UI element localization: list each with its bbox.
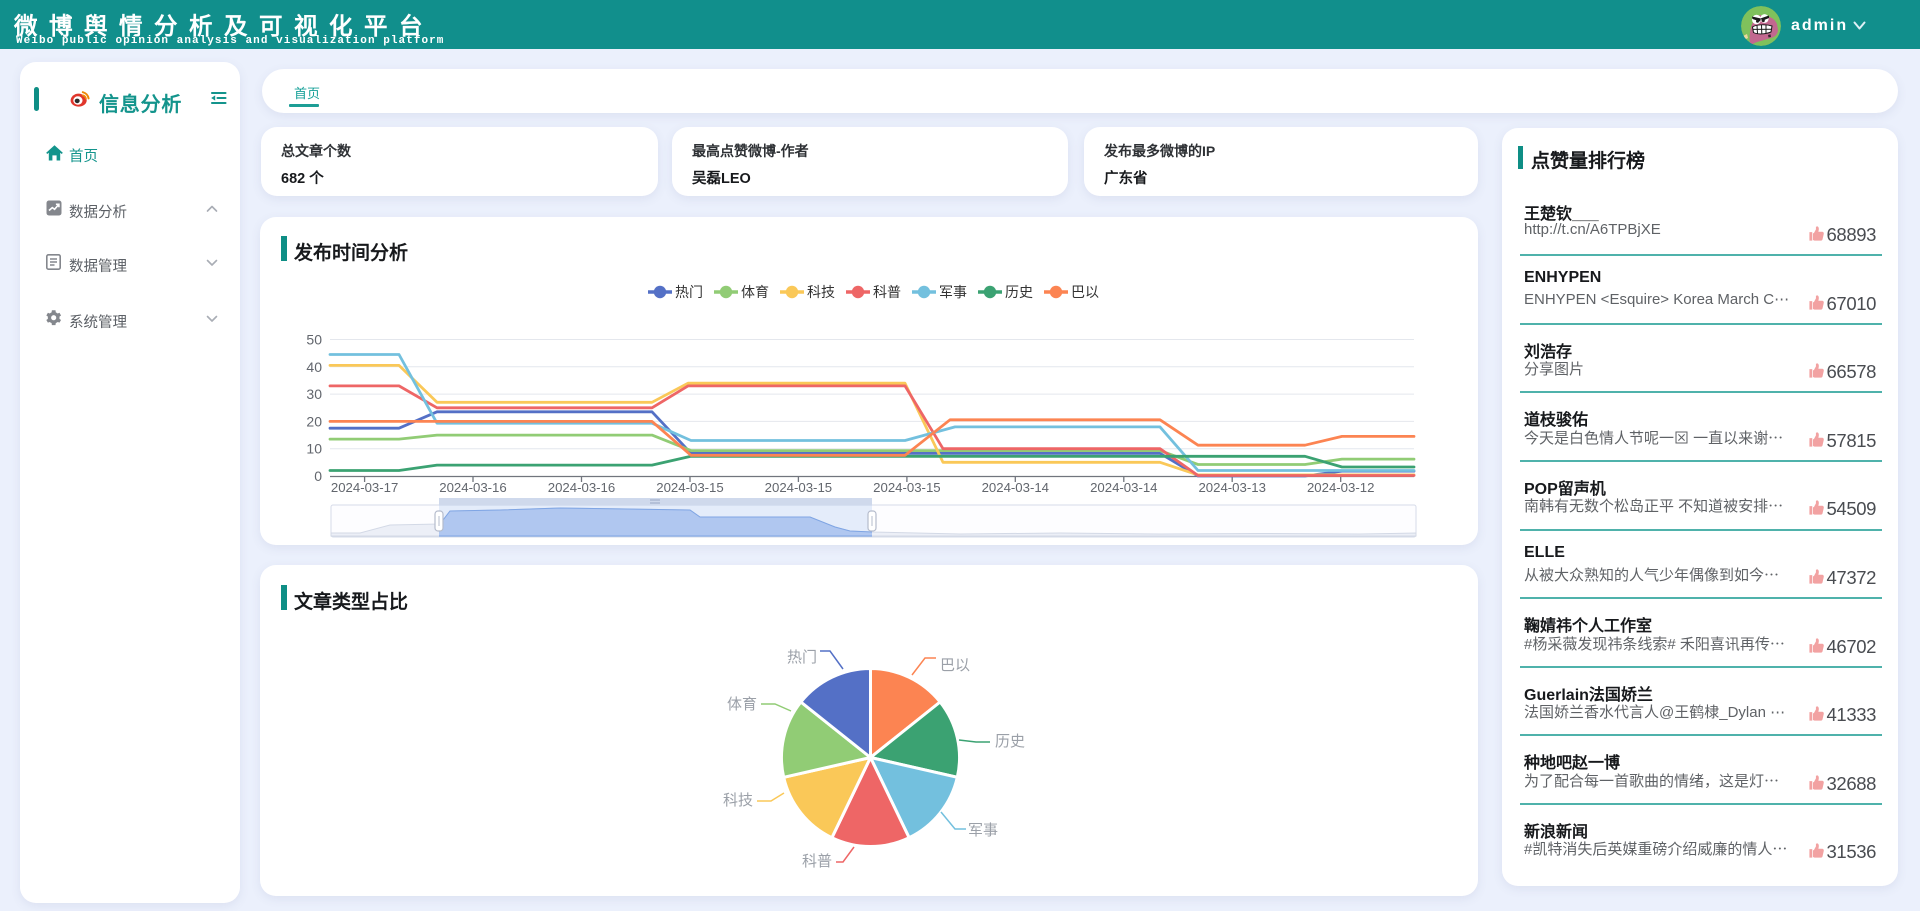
- svg-text:历史: 历史: [995, 733, 1025, 750]
- svg-text:热门: 热门: [675, 284, 703, 300]
- svg-text:2024-03-16: 2024-03-16: [439, 480, 506, 495]
- svg-text:2024-03-14: 2024-03-14: [1090, 480, 1157, 495]
- svg-text:科普: 科普: [873, 284, 901, 300]
- svg-text:2024-03-13: 2024-03-13: [1198, 480, 1265, 495]
- svg-text:2024-03-15: 2024-03-15: [656, 480, 723, 495]
- svg-text:历史: 历史: [1005, 284, 1033, 300]
- svg-text:2024-03-15: 2024-03-15: [765, 480, 832, 495]
- svg-text:科普: 科普: [802, 853, 832, 870]
- svg-text:科技: 科技: [723, 792, 753, 809]
- svg-text:体育: 体育: [741, 284, 769, 300]
- svg-text:30: 30: [306, 386, 322, 402]
- svg-text:军事: 军事: [939, 284, 967, 300]
- svg-text:2024-03-14: 2024-03-14: [982, 480, 1049, 495]
- svg-text:2024-03-17: 2024-03-17: [331, 480, 398, 495]
- svg-text:40: 40: [306, 359, 322, 375]
- svg-text:军事: 军事: [968, 822, 998, 839]
- svg-text:20: 20: [306, 413, 322, 429]
- svg-text:50: 50: [306, 332, 322, 348]
- svg-text:体育: 体育: [727, 696, 757, 713]
- svg-text:巴以: 巴以: [1071, 284, 1099, 300]
- svg-text:2024-03-12: 2024-03-12: [1307, 480, 1374, 495]
- svg-text:2024-03-15: 2024-03-15: [873, 480, 940, 495]
- svg-text:2024-03-16: 2024-03-16: [548, 480, 615, 495]
- svg-text:10: 10: [306, 441, 322, 457]
- svg-text:热门: 热门: [787, 649, 817, 666]
- svg-text:0: 0: [314, 468, 322, 484]
- svg-text:巴以: 巴以: [940, 657, 970, 674]
- svg-text:科技: 科技: [807, 284, 835, 300]
